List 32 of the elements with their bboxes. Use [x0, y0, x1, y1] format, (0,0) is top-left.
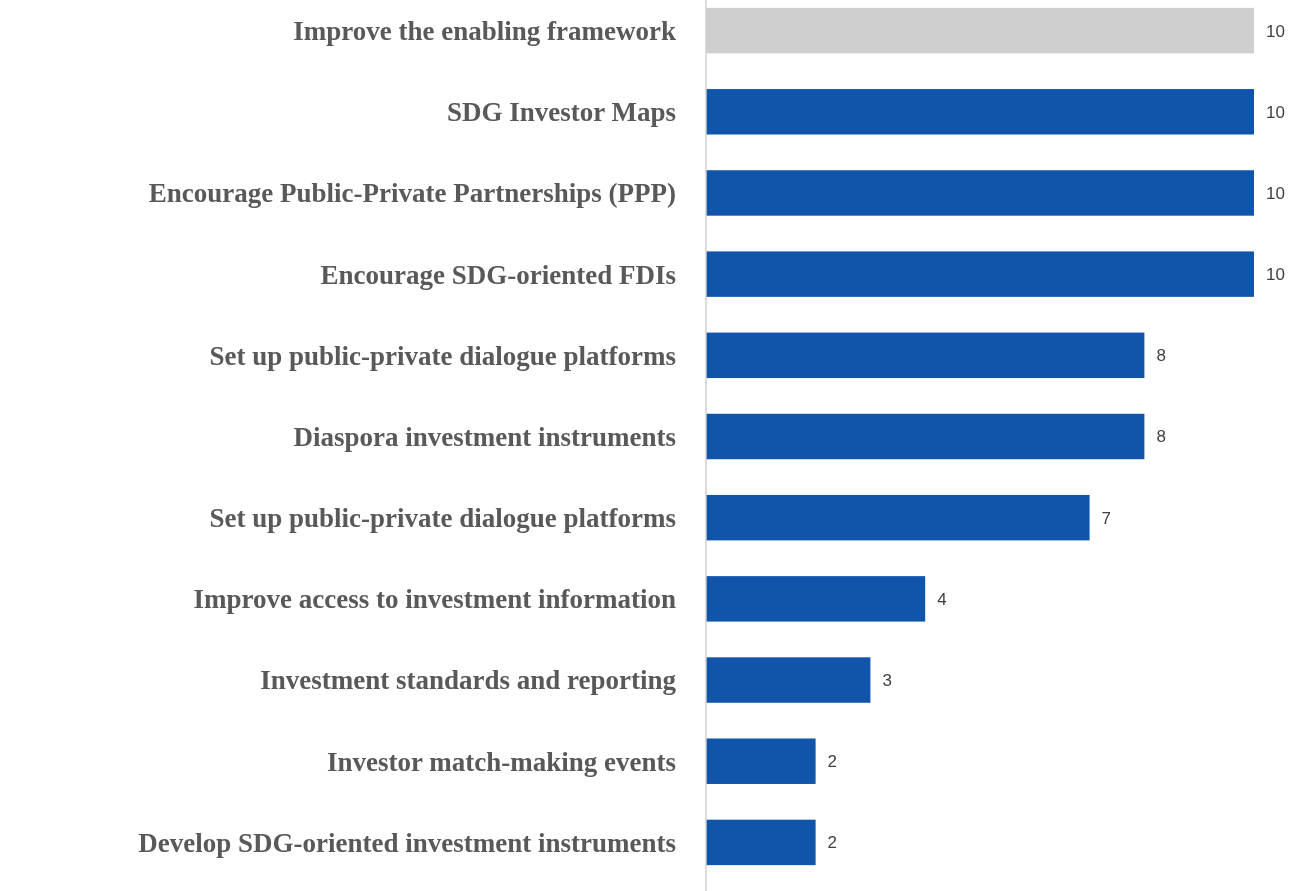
- data-label: 10: [1266, 265, 1285, 285]
- y-tick-label: Improve the enabling framework: [293, 16, 676, 47]
- y-tick-label: Develop SDG-oriented investment instruments: [138, 827, 676, 858]
- y-tick-label: Encourage SDG-oriented FDIs: [320, 259, 676, 290]
- data-label: 8: [1156, 427, 1166, 447]
- data-label: 2: [827, 752, 838, 772]
- bar: [706, 738, 816, 784]
- bar: [706, 251, 1254, 297]
- y-tick-label: Encourage Public-Private Partnerships (PPP): [148, 178, 676, 209]
- data-label: 8: [1156, 346, 1166, 366]
- y-tick-label: Set up public-private dialogue platforms: [209, 503, 676, 534]
- bar: [706, 170, 1254, 216]
- data-label: 2: [827, 833, 838, 853]
- bar: [706, 494, 1090, 541]
- y-tick-label: Diaspora investment instruments: [293, 421, 676, 452]
- y-tick-label: Investment standards and reporting: [260, 665, 677, 696]
- bar: [706, 576, 926, 622]
- data-label: 3: [882, 671, 892, 690]
- y-tick-label: Investor match-making events: [327, 746, 676, 777]
- bar: [706, 657, 871, 703]
- y-tick-label: Set up public-private dialogue platforms: [209, 340, 676, 371]
- data-label: 4: [937, 589, 947, 609]
- y-tick-label: SDG Investor Maps: [446, 97, 676, 128]
- data-label: 10: [1266, 21, 1285, 41]
- bar: [706, 89, 1254, 135]
- bar: [706, 819, 816, 866]
- data-label: 10: [1266, 183, 1285, 203]
- bar: [706, 413, 1145, 460]
- data-label: 10: [1266, 102, 1285, 122]
- bar: [706, 332, 1145, 379]
- y-tick-label: Improve access to investment information: [193, 584, 676, 615]
- data-label: 7: [1101, 508, 1112, 528]
